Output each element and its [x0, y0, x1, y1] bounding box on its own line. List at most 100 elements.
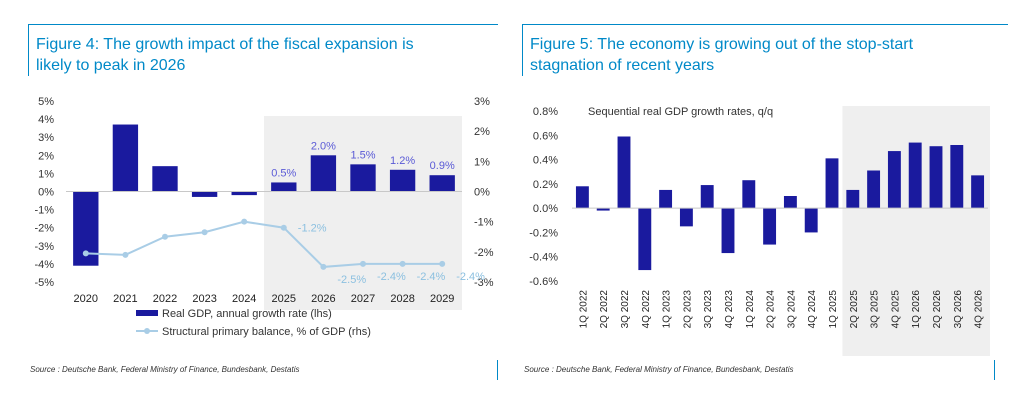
- x-tick-label: 2021: [113, 293, 137, 305]
- figure-4-panel: Figure 4: The growth impact of the fisca…: [28, 24, 498, 380]
- x-tick-label: 1Q 2024: [745, 290, 756, 329]
- y-tick-label: -0.4%: [529, 252, 558, 264]
- y-left-tick-label: 1%: [38, 168, 54, 180]
- primary-balance-point: [201, 229, 208, 236]
- gdp-qoq-bar: [867, 170, 881, 209]
- y-tick-label: 0.0%: [533, 203, 558, 215]
- gdp-bar: [429, 175, 455, 192]
- x-tick-label: 3Q 2022: [620, 290, 631, 329]
- x-tick-label: 1Q 2022: [578, 290, 589, 329]
- primary-balance-data-label: -2.5%: [337, 274, 366, 286]
- gdp-bar: [191, 191, 218, 197]
- primary-balance-point: [82, 250, 89, 257]
- x-tick-label: 4Q 2025: [890, 290, 901, 329]
- gdp-qoq-bar: [825, 158, 839, 209]
- gdp-qoq-bar: [617, 136, 631, 209]
- x-tick-label: 2Q 2024: [766, 290, 777, 329]
- primary-balance-point: [320, 263, 327, 270]
- gdp-qoq-bar: [742, 180, 756, 209]
- gdp-bar-data-label: 1.5%: [350, 149, 375, 161]
- x-tick-label: 2020: [74, 293, 98, 305]
- gdp-qoq-bar: [763, 208, 777, 245]
- x-tick-label: 4Q 2023: [724, 290, 735, 329]
- primary-balance-point: [360, 260, 366, 267]
- figure-5-left-rule: [522, 24, 523, 76]
- y-tick-label: 0.2%: [533, 179, 558, 191]
- gdp-qoq-bar: [783, 196, 797, 209]
- gdp-bar-data-label: 0.5%: [271, 167, 296, 179]
- y-left-tick-label: 0%: [38, 187, 54, 199]
- y-tick-label: -0.6%: [529, 276, 558, 288]
- primary-balance-point: [439, 260, 446, 267]
- x-tick-label: 3Q 2025: [870, 290, 881, 329]
- y-right-tick-label: 3%: [474, 96, 490, 108]
- y-left-tick-label: 3%: [38, 132, 54, 144]
- y-left-tick-label: 4%: [38, 114, 54, 126]
- figure-5-panel: Figure 5: The economy is growing out of …: [512, 0, 1024, 400]
- x-tick-label: 1Q 2026: [911, 290, 922, 329]
- figure-5-top-rule: [522, 24, 1008, 25]
- figure-4-left-rule: [28, 24, 29, 76]
- y-left-tick-label: 2%: [38, 150, 54, 162]
- gdp-bar: [389, 169, 416, 192]
- gdp-qoq-bar: [929, 146, 943, 209]
- gdp-qoq-bar: [596, 208, 610, 211]
- y-right-tick-label: -1%: [474, 217, 494, 229]
- x-tick-label: 2025: [272, 293, 296, 305]
- figure-5-title: Figure 5: The economy is growing out of …: [530, 36, 914, 74]
- y-right-tick-label: -3%: [474, 277, 494, 289]
- gdp-bar-data-label: 0.9%: [430, 160, 455, 172]
- y-left-tick-label: -5%: [34, 277, 54, 289]
- gdp-bar: [310, 155, 337, 192]
- y-right-tick-label: 0%: [474, 187, 490, 199]
- primary-balance-point: [162, 233, 168, 240]
- x-tick-label: 2024: [232, 293, 256, 305]
- y-tick-label: 0.6%: [533, 130, 558, 142]
- figure-4-title: Figure 4: The growth impact of the fisca…: [36, 36, 414, 74]
- gdp-qoq-bar: [679, 208, 693, 227]
- x-tick-label: 4Q 2026: [974, 290, 985, 329]
- legend-label-balance: Structural primary balance, % of GDP (rh…: [162, 326, 371, 338]
- gdp-bar-data-label: 2.0%: [311, 140, 336, 152]
- primary-balance-data-label: -2.4%: [456, 271, 485, 283]
- figure-5-bottom-rule: [994, 360, 995, 380]
- figure-4-top-rule: [28, 24, 498, 25]
- gdp-bar: [231, 191, 257, 196]
- x-tick-label: 2Q 2022: [599, 290, 610, 329]
- x-tick-label: 3Q 2023: [703, 290, 714, 329]
- x-tick-label: 2029: [430, 293, 454, 305]
- y-left-tick-label: -4%: [34, 259, 54, 271]
- primary-balance-point: [122, 251, 129, 258]
- y-right-tick-label: 2%: [474, 126, 490, 138]
- figure-5-chart: 0.8% 0.6% 0.4% 0.2% 0.0% -0.2% -0.4% -0.6% Seque…: [529, 106, 990, 356]
- primary-balance-data-label: -2.4%: [417, 271, 446, 283]
- x-tick-label: 2023: [192, 293, 216, 305]
- x-tick-label: 4Q 2022: [641, 290, 652, 329]
- x-tick-label: 3Q 2026: [953, 290, 964, 329]
- gdp-qoq-bar: [971, 175, 985, 209]
- y-left-tick-label: -2%: [34, 223, 54, 235]
- y-left-tick-label: -1%: [34, 205, 54, 217]
- y-right-tick-label: 1%: [474, 156, 490, 168]
- figure-4-bottom-rule: [497, 360, 498, 380]
- x-tick-label: 2Q 2023: [682, 290, 693, 329]
- gdp-bar: [350, 164, 376, 192]
- x-tick-label: 2026: [311, 293, 335, 305]
- primary-balance-point: [399, 260, 406, 267]
- y-tick-label: 0.4%: [533, 155, 558, 167]
- gdp-bar: [152, 166, 178, 192]
- gdp-bar: [271, 182, 297, 192]
- y-right-tick-label: -2%: [474, 247, 494, 259]
- y-tick-label: -0.2%: [529, 227, 558, 239]
- gdp-qoq-bar: [721, 208, 735, 254]
- primary-balance-line: [85, 220, 443, 268]
- primary-balance-data-label: -2.4%: [377, 271, 406, 283]
- gdp-bar: [112, 124, 139, 192]
- chart-annotation: Sequential real GDP growth rates, q/q: [588, 106, 773, 118]
- x-tick-label: 4Q 2024: [807, 290, 818, 329]
- x-tick-label: 2027: [351, 293, 375, 305]
- gdp-qoq-bar: [575, 186, 589, 209]
- y-left-tick-label: 5%: [38, 96, 54, 108]
- y-tick-label: 0.8%: [533, 106, 558, 118]
- gdp-bar-data-label: 1.2%: [390, 155, 415, 167]
